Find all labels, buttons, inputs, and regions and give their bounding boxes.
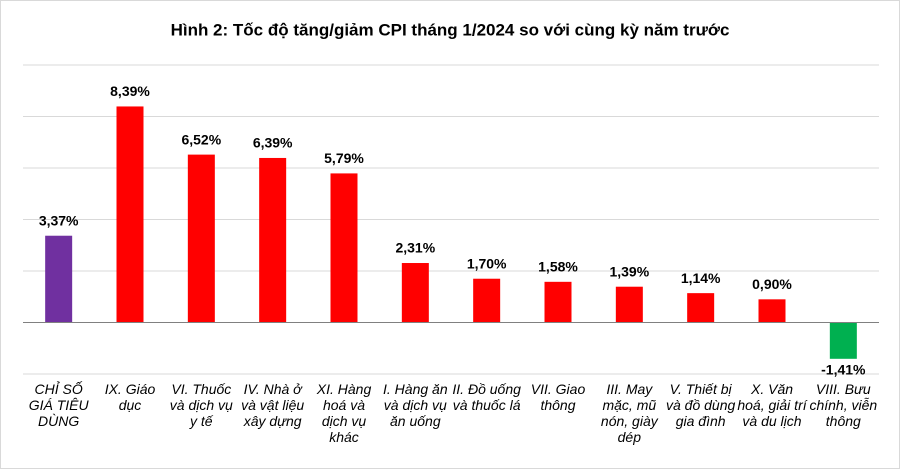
bar	[473, 278, 501, 323]
x-tick-label: I. Hàng ăn và dịch vụ ăn uống	[383, 381, 448, 429]
bar	[829, 322, 857, 359]
bar	[687, 293, 715, 323]
value-label: 1,70%	[467, 255, 507, 271]
bar	[401, 263, 429, 323]
x-tick-label: VII. Giao thông	[530, 381, 586, 413]
bar	[259, 157, 287, 323]
x-tick-label: X. Văn hoá, giải trí và du lịch	[737, 381, 807, 429]
value-label: 1,39%	[609, 263, 649, 279]
value-label: 1,14%	[681, 270, 721, 286]
x-tick-label: VI. Thuốc và dịch vụ y tế	[169, 381, 233, 429]
bar	[187, 154, 215, 323]
value-label: 8,39%	[110, 83, 150, 99]
bar	[758, 299, 786, 323]
x-tick-label: VIII. Bưu chính, viễn thông	[809, 381, 878, 429]
chart-title: Hình 2: Tốc độ tăng/giảm CPI tháng 1/202…	[171, 20, 730, 39]
x-tick-label: XI. Hàng hoá và dịch vụ khác	[316, 381, 372, 445]
x-tick-label: IX. Giáo dục	[104, 381, 156, 413]
x-tick-label: CHỈ SỐ GIÁ TIÊU DÙNG	[28, 381, 89, 429]
x-tick-label: V. Thiết bị và đồ dùng gia đình	[666, 381, 736, 429]
bar	[330, 173, 358, 323]
x-tick-label: II. Đồ uống và thuốc lá	[452, 381, 521, 413]
bar	[45, 235, 73, 323]
value-label: 0,90%	[752, 276, 792, 292]
value-label: -1,41%	[821, 362, 866, 378]
value-label: 6,39%	[253, 135, 293, 151]
value-label: 3,37%	[39, 212, 79, 228]
bar	[544, 281, 572, 323]
x-tick-label: IV. Nhà ở và vật liệu xây dựng	[241, 381, 305, 429]
x-tick-label: III. May mặc, mũ nón, giày dép	[600, 381, 658, 445]
bar	[615, 286, 643, 323]
value-label: 1,58%	[538, 259, 578, 275]
value-label: 2,31%	[395, 240, 435, 256]
value-label: 6,52%	[181, 131, 221, 147]
bar	[116, 106, 144, 323]
value-label: 5,79%	[324, 150, 364, 166]
